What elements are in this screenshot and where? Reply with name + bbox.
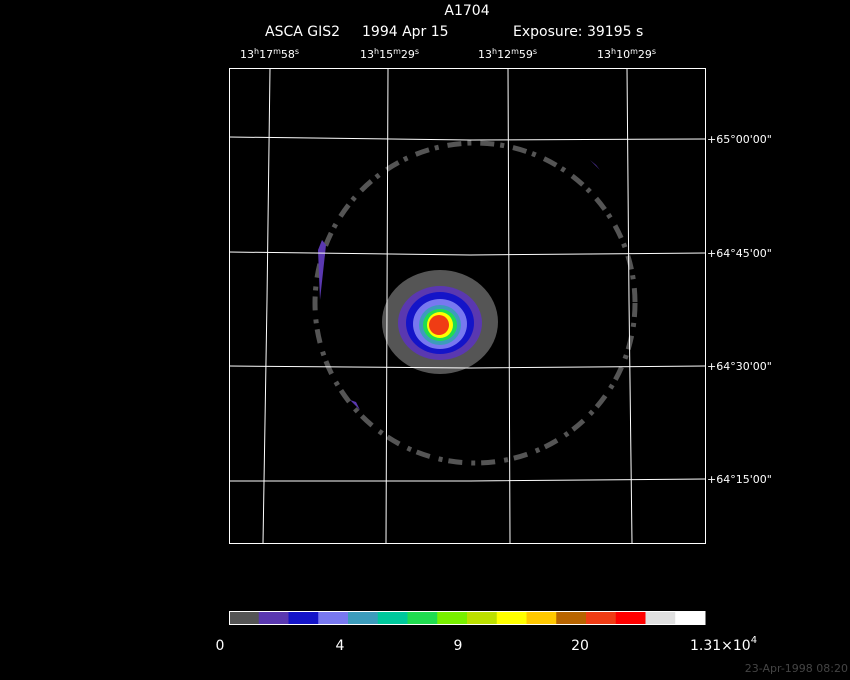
exposure: Exposure: 39195 s: [513, 24, 643, 40]
frame: [229, 68, 706, 544]
colorbar-swatch: [407, 611, 438, 625]
colorbar-swatch: [556, 611, 587, 625]
ra-line: [262, 67, 271, 544]
colorbar-swatch: [586, 611, 617, 625]
colorbar-swatch: [229, 611, 260, 625]
ra-label: 13h15m29s: [360, 47, 419, 61]
dec-line: [228, 251, 706, 256]
ra-unit: m: [273, 47, 281, 56]
emission: [312, 140, 638, 466]
colorbar-swatch: [467, 611, 498, 625]
colorbar-swatch: [526, 611, 557, 625]
ra-unit: h: [611, 47, 616, 56]
ra-unit: h: [254, 47, 259, 56]
ra-value: 13: [360, 48, 374, 61]
ra-label: 13h12m59s: [478, 47, 537, 61]
colorbar-label: 4: [336, 638, 345, 654]
ra-line: [626, 67, 633, 544]
ra-value: 15: [379, 48, 393, 61]
dec-line: [228, 365, 706, 369]
dec-line: [228, 136, 706, 141]
colorbar-swatch: [496, 611, 527, 625]
colorbar-label: 20: [571, 638, 589, 654]
dec-label: +64°15'00": [707, 473, 772, 486]
ra-value: 59: [519, 48, 533, 61]
colorbar-swatch: [258, 611, 289, 625]
ra-unit: s: [295, 47, 299, 56]
exponent: 4: [751, 635, 757, 646]
ra-unit: m: [393, 47, 401, 56]
colorbar-label: 0: [216, 638, 225, 654]
ra-value: 13: [478, 48, 492, 61]
colorbar-swatch: [645, 611, 676, 625]
colorbar-swatch: [318, 611, 349, 625]
colorbar-label: 9: [454, 638, 463, 654]
colorbar-frame: [229, 611, 705, 625]
colorbar-swatch: [437, 611, 468, 625]
colorbar-swatch: [377, 611, 408, 625]
ra-value: 12: [497, 48, 511, 61]
colorbar-swatch: [348, 611, 379, 625]
coordinate-grid: [228, 67, 706, 544]
ra-line: [507, 67, 511, 544]
colorbar-swatch: [675, 611, 706, 625]
ra-value: 10: [616, 48, 630, 61]
dec-line: [229, 478, 706, 482]
dec-label: +64°30'00": [707, 360, 772, 373]
ra-unit: s: [415, 47, 419, 56]
ra-value: 13: [597, 48, 611, 61]
mantissa: 1.31×10: [690, 638, 751, 654]
detector-ring: [312, 140, 638, 466]
ra-value: 58: [281, 48, 295, 61]
colorbar-max-label: 1.31×104: [690, 635, 757, 654]
ra-value: 29: [401, 48, 415, 61]
timestamp: 23-Apr-1998 08:20: [745, 662, 848, 675]
ra-unit: m: [630, 47, 638, 56]
ra-line: [385, 67, 389, 544]
ra-unit: s: [652, 47, 656, 56]
core: [429, 315, 449, 335]
ra-unit: h: [492, 47, 497, 56]
title: A1704: [444, 3, 489, 19]
ra-value: 13: [240, 48, 254, 61]
dec-label: +65°00'00": [707, 133, 772, 146]
ra-unit: s: [533, 47, 537, 56]
ra-label: 13h17m58s: [240, 47, 299, 61]
colorbar-swatch: [615, 611, 646, 625]
ra-value: 29: [638, 48, 652, 61]
ra-value: 17: [259, 48, 273, 61]
ra-unit: h: [374, 47, 379, 56]
ra-label: 13h10m29s: [597, 47, 656, 61]
instrument: ASCA GIS2: [265, 24, 340, 40]
dec-label: +64°45'00": [707, 247, 772, 260]
date: 1994 Apr 15: [362, 24, 449, 40]
colorbar-swatch: [288, 611, 319, 625]
ra-unit: m: [511, 47, 519, 56]
